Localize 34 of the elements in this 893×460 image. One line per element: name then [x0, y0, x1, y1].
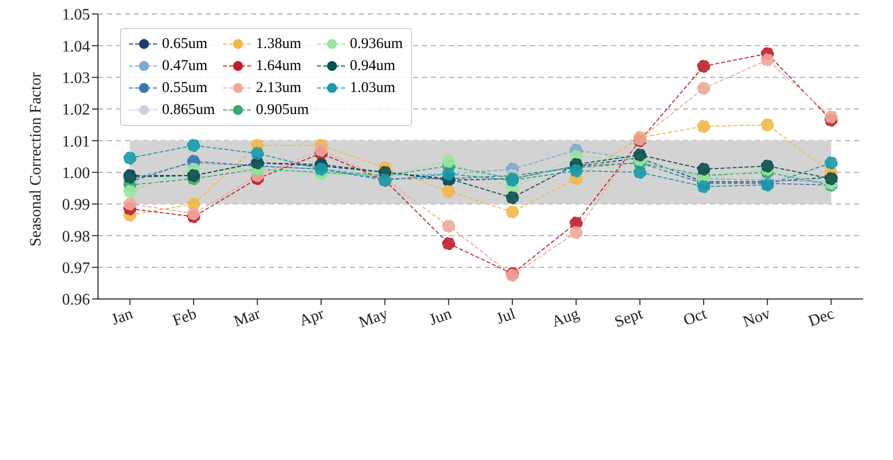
legend-label: 0.55um: [162, 80, 208, 96]
y-tick-label: 1.02: [62, 102, 90, 119]
x-tick-label: Jan: [109, 305, 136, 329]
legend-label: 2.13um: [256, 80, 302, 96]
y-tick-label: 0.99: [62, 196, 90, 214]
legend-label: 1.38um: [256, 36, 302, 52]
x-tick-label: Jun: [427, 305, 454, 330]
x-tick-label: Feb: [170, 305, 199, 330]
legend-label: 1.64um: [256, 58, 302, 74]
x-tick-label: Sept: [612, 305, 646, 332]
y-tick-label: 1.00: [62, 165, 90, 182]
legend-label: 0.47um: [162, 58, 208, 74]
x-tick-label: Apr: [297, 305, 327, 330]
x-tick-label: Jul: [494, 305, 518, 328]
legend-label: 1.03um: [350, 80, 396, 96]
y-tick-label: 0.96: [62, 292, 90, 309]
legend-label: 0.65um: [162, 36, 208, 52]
y-axis-title: Seasonal Correction Factor: [28, 72, 45, 246]
y-tick-label: 1.04: [62, 38, 90, 56]
x-tick-label: Dec: [806, 305, 836, 330]
legend-label: 0.94um: [350, 58, 396, 74]
x-tick-label: Mar: [232, 305, 264, 331]
y-tick-label: 1.01: [62, 133, 90, 150]
y-tick-label: 0.98: [62, 228, 90, 246]
x-tick-label: Oct: [681, 305, 710, 330]
y-tick-label: 1.05: [62, 6, 90, 24]
legend-label: 0.936um: [350, 36, 403, 52]
legend-label: 0.905um: [256, 102, 309, 118]
y-tick-label: 1.03: [62, 70, 90, 88]
y-tick-label: 0.97: [62, 260, 90, 278]
legend-label: 0.865um: [162, 102, 215, 118]
x-tick-label: Nov: [740, 305, 773, 331]
x-tick-label: Aug: [550, 305, 582, 331]
x-tick-label: May: [356, 305, 390, 332]
